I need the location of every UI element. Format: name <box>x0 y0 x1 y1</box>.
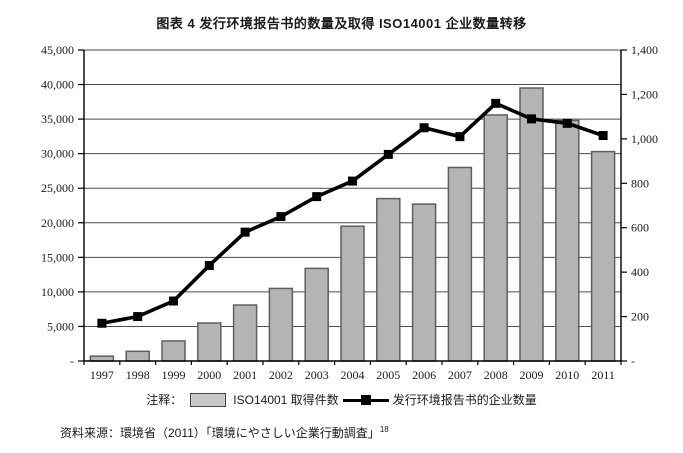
line-marker-square <box>348 176 357 186</box>
bar-iso14001 <box>411 203 437 362</box>
bar-iso14001 <box>232 304 258 362</box>
bar-iso14001 <box>161 340 186 362</box>
bar-iso14001 <box>125 350 150 362</box>
right-axis-tick-label: 200 <box>631 310 649 324</box>
bar-iso14001 <box>483 114 508 362</box>
bar-iso14001 <box>590 150 616 362</box>
right-axis-tick-label: 600 <box>631 221 649 235</box>
left-axis-tick-label: 45,000 <box>41 43 74 57</box>
line-marker-square <box>383 149 393 159</box>
bar-iso14001 <box>376 197 401 362</box>
left-axis-tick-label: 5,000 <box>47 319 74 333</box>
left-axis-tick-label: 10,000 <box>41 285 74 299</box>
bar-iso14001 <box>268 287 294 362</box>
x-axis-year-label: 2006 <box>412 368 436 382</box>
bar-iso14001 <box>340 225 365 362</box>
right-axis-tick-label: 400 <box>631 265 649 279</box>
x-axis-year-label: 2004 <box>341 368 365 382</box>
left-axis-tick-label: 15,000 <box>41 250 74 264</box>
x-axis-year-label: 1998 <box>126 368 150 382</box>
line-marker-square <box>598 131 608 141</box>
line-marker-square <box>169 296 178 306</box>
x-axis-year-label: 1997 <box>90 368 114 382</box>
bar-iso14001 <box>555 119 580 362</box>
line-marker-square <box>455 132 465 142</box>
legend-bar-series-label: ISO14001 取得件数 <box>233 393 339 407</box>
right-axis-tick-label: 1,200 <box>631 87 658 101</box>
x-axis-year-label: 1999 <box>162 368 186 382</box>
source-note: 资料来源：環境省（2011）「環境にやさしい企業行動調査」18 <box>60 424 389 441</box>
right-axis-tick-label: 1,400 <box>631 43 658 57</box>
right-axis-tick-label: 800 <box>631 176 649 190</box>
x-axis-year-label: 2005 <box>376 368 400 382</box>
line-marker-icon <box>360 394 371 405</box>
source-footnote-ref: 18 <box>379 425 389 434</box>
line-marker-square <box>276 212 286 222</box>
chart-legend: 注释： ISO14001 取得件数 发行环境报告书的企业数量 <box>0 391 683 408</box>
source-text: 资料来源：環境省（2011）「環境にやさしい企業行動調査」 <box>60 426 380 440</box>
left-axis-tick-label: 25,000 <box>41 181 74 195</box>
bar-series-swatch-icon <box>190 392 227 407</box>
x-axis-year-label: 2008 <box>484 368 508 382</box>
bar-iso14001 <box>519 87 544 362</box>
x-axis-year-label: 2010 <box>555 368 579 382</box>
x-axis-year-label: 2001 <box>233 368 257 382</box>
line-series-symbol-icon <box>342 394 389 406</box>
line-marker-square <box>491 98 501 108</box>
x-axis-year-label: 2009 <box>520 368 544 382</box>
line-marker-square <box>240 227 250 237</box>
line-marker-square <box>204 260 214 270</box>
x-axis-year-label: 2002 <box>269 368 293 382</box>
bar-iso14001 <box>197 322 222 362</box>
line-marker-square <box>97 318 107 328</box>
bar-iso14001 <box>447 166 473 362</box>
chart-title: 图表 4 发行环境报告书的数量及取得 ISO14001 企业数量转移 <box>156 16 527 31</box>
left-axis-tick-label: 30,000 <box>41 147 74 161</box>
x-axis-year-label: 2003 <box>305 368 329 382</box>
legend-line-series-label: 发行环境报告书的企业数量 <box>392 393 537 407</box>
line-marker-square <box>562 118 572 128</box>
line-marker-square <box>133 312 143 322</box>
bar-iso14001 <box>304 267 329 362</box>
line-marker-square <box>419 123 429 133</box>
left-axis-tick-label: - <box>70 354 74 368</box>
left-axis-tick-label: 40,000 <box>41 78 74 92</box>
x-axis-year-label: 2007 <box>448 368 472 382</box>
line-marker-square <box>312 192 322 202</box>
line-marker-square <box>527 114 536 124</box>
right-axis-tick-label: 1,000 <box>631 132 658 146</box>
x-axis-year-label: 2000 <box>197 368 221 382</box>
chart-canvas: - 5,000 10,000 15,000 20,000 25,000 30,000 35,0… <box>41 43 658 382</box>
left-axis-tick-label: 35,000 <box>41 112 74 126</box>
x-axis-year-label: 2011 <box>591 368 615 382</box>
legend-prefix-label: 注释： <box>146 393 183 407</box>
right-axis-tick-label: - <box>631 354 635 368</box>
left-axis-tick-label: 20,000 <box>41 216 74 230</box>
